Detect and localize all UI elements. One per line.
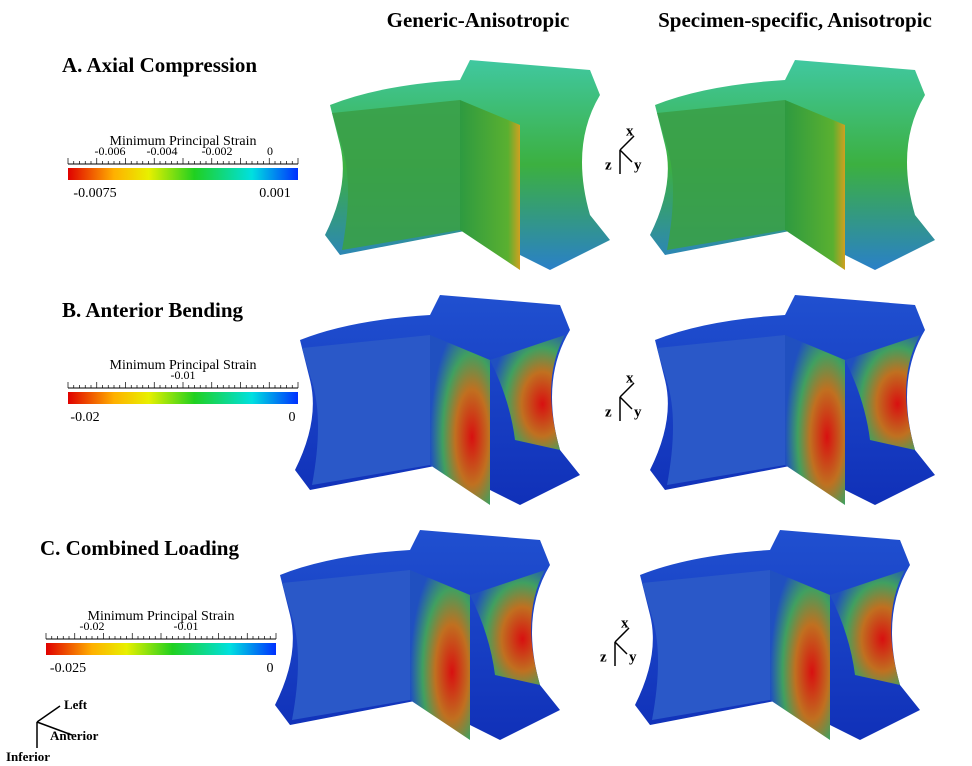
triad-label: z [600,649,607,665]
orientation-label: Left [64,697,88,712]
figure-canvas: Generic-Anisotropic Specimen-specific, A… [0,0,972,766]
model-render [295,295,580,505]
colorbar [68,168,298,180]
colorbar-tick-label: -0.01 [171,368,196,382]
orientation-label: Inferior [6,749,50,764]
colorbar-title: Minimum Principal Strain [110,134,257,149]
orientation-label: Anterior [50,728,99,743]
triad-label: x [621,615,629,631]
triad-axis [615,642,627,654]
colorbar-end-label: 0 [267,661,274,676]
colorbar-end-label: -0.025 [50,661,86,676]
colorbar [46,643,276,655]
triad-label: y [629,649,637,665]
triad-axis [620,150,632,162]
triad-label: z [605,404,612,420]
colorbar-tick-label: -0.002 [202,144,233,158]
colorbar-end-label: 0 [289,410,296,425]
colorbar-tick-label: -0.02 [80,619,105,633]
colorbar [68,392,298,404]
colorbar-end-label: 0.001 [259,186,291,201]
row-title: A. Axial Compression [62,53,257,77]
colorbar-tick-label: -0.006 [95,144,126,158]
triad-label: y [634,157,642,173]
triad-label: z [605,157,612,173]
row-title: C. Combined Loading [40,536,239,560]
row-title: B. Anterior Bending [62,298,244,322]
orientation-triad: Left Anterior Inferior [6,697,99,764]
colorbar-tick-label: -0.01 [174,619,199,633]
colorbar-tick-label: 0 [267,144,273,158]
column-header: Specimen-specific, Anisotropic [658,8,932,32]
colorbar-end-label: -0.02 [70,410,99,425]
triad-label: y [634,404,642,420]
colorbar-end-label: -0.0075 [73,186,116,201]
triad-axis [620,397,632,409]
model-render [325,60,610,270]
colorbar-tick-label: -0.004 [147,144,178,158]
model-render [635,530,920,740]
column-header: Generic-Anisotropic [387,8,570,32]
model-render [650,295,935,505]
model-render [275,530,560,740]
figure: Generic-Anisotropic Specimen-specific, A… [0,0,972,766]
colorbar-title: Minimum Principal Strain [88,609,235,624]
triad-label: x [626,123,634,139]
triad-label: x [626,370,634,386]
model-render [650,60,935,270]
